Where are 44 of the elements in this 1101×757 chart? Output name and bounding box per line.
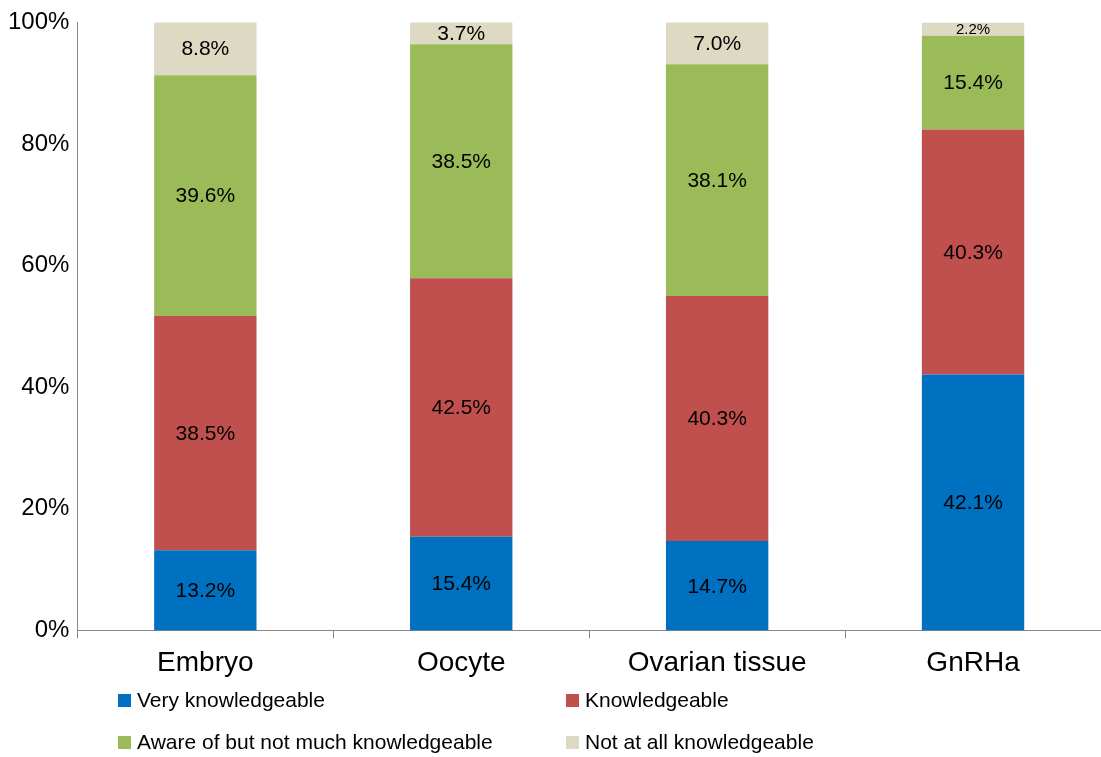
bar [410, 44, 513, 279]
bar [665, 64, 769, 296]
x-tick-label: GnRHa [926, 645, 1021, 677]
bar [665, 296, 769, 542]
bar [665, 22, 769, 65]
bar [921, 129, 1025, 375]
data-label: 3.7% [437, 20, 486, 44]
legend-label: Very knowledgeable [137, 688, 325, 712]
bar [154, 316, 257, 551]
data-label: 2.2% [955, 20, 991, 38]
y-tick-label: 20% [21, 493, 70, 521]
data-label: 15.4% [943, 70, 1003, 94]
data-label: 38.5% [175, 420, 236, 444]
bar [154, 550, 257, 631]
bar [410, 536, 513, 631]
y-tick-label: 40% [21, 371, 70, 399]
y-tick-label: 60% [21, 250, 70, 278]
data-label: 8.8% [181, 36, 230, 60]
y-tick-label: 80% [21, 128, 70, 156]
data-label: 39.6% [175, 183, 236, 207]
x-tick-label: Ovarian tissue [627, 645, 807, 677]
y-tick-label: 100% [7, 7, 70, 35]
data-label: 15.4% [431, 571, 492, 595]
y-tick-label: 0% [34, 615, 70, 643]
bar [410, 278, 513, 537]
data-label: 40.3% [687, 406, 747, 430]
data-label: 42.5% [431, 395, 492, 419]
x-tick-label: Embryo [157, 645, 254, 677]
bar [921, 35, 1025, 130]
data-label: 40.3% [943, 239, 1003, 263]
data-label: 42.1% [943, 490, 1003, 514]
legend-label: Aware of but not much knowledgeable [137, 730, 493, 754]
bar [154, 75, 257, 317]
legend-label: Not at all knowledgeable [585, 730, 814, 754]
bar [154, 22, 257, 76]
data-label: 14.7% [687, 573, 747, 597]
bar [921, 374, 1025, 631]
data-label: 13.2% [175, 578, 236, 602]
data-label: 38.1% [687, 167, 747, 191]
legend-label: Knowledgeable [585, 688, 729, 712]
x-tick-label: Oocyte [416, 645, 506, 677]
data-label: 38.5% [431, 149, 492, 173]
data-label: 7.0% [693, 30, 742, 54]
bar [665, 541, 769, 631]
